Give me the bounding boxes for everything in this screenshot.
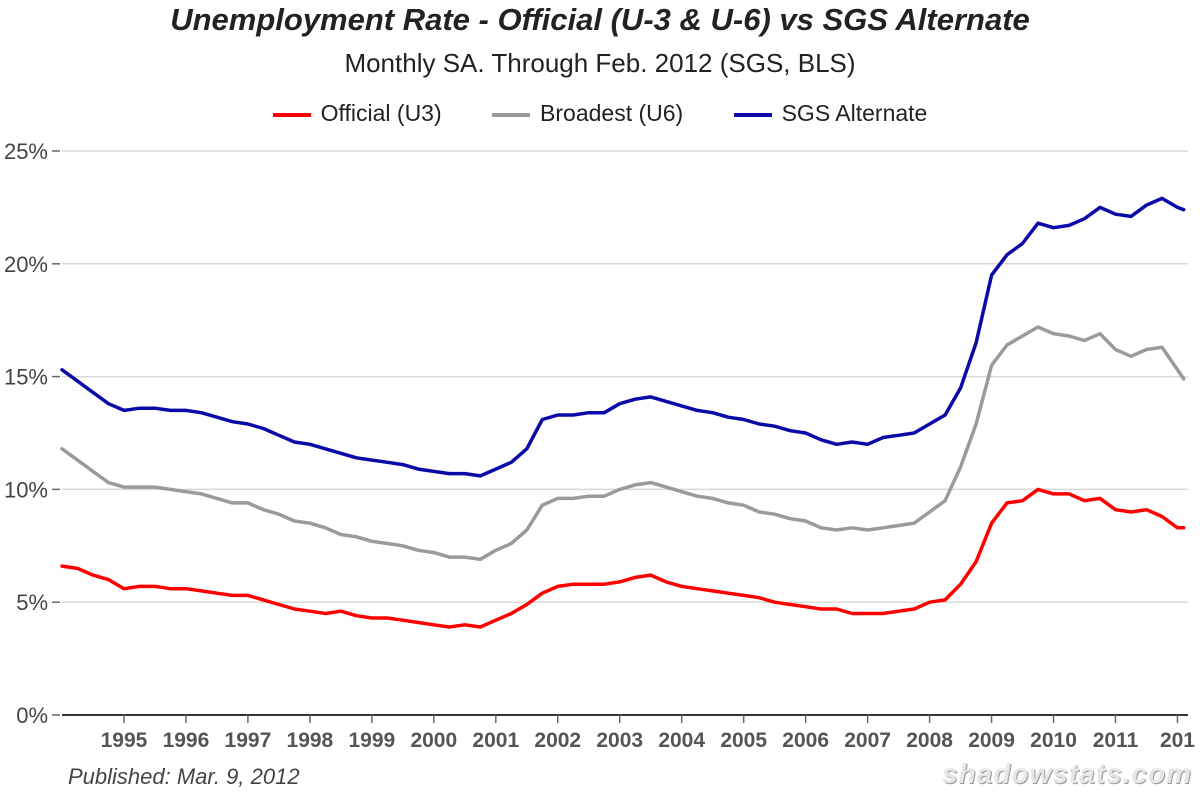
y-tick-label: 10% — [4, 477, 48, 502]
legend-swatch-u6 — [492, 112, 531, 117]
source-credit: shadowstats.com — [942, 758, 1192, 789]
x-tick-label: 201 — [1160, 729, 1195, 752]
series-line-u6 — [60, 325, 1186, 562]
x-tick-label: 2007 — [844, 729, 891, 752]
x-tick-label: 2004 — [658, 729, 705, 752]
x-tick-label: 2002 — [534, 729, 581, 752]
x-tick-label: 1999 — [348, 729, 395, 752]
published-date: Published: Mar. 9, 2012 — [68, 764, 300, 789]
legend-item-u6: Broadest (U6) — [492, 100, 683, 127]
x-tick-label: 1995 — [101, 729, 148, 752]
series-line-u3 — [60, 487, 1186, 629]
legend-swatch-sgs — [733, 112, 772, 117]
x-tick-label: 1998 — [287, 729, 334, 752]
chart-title: Unemployment Rate - Official (U-3 & U-6)… — [170, 2, 1030, 37]
x-tick-label: 2010 — [1030, 729, 1077, 752]
x-tick-label: 2006 — [782, 729, 829, 752]
y-tick-label: 5% — [16, 590, 48, 615]
y-tick-label: 0% — [16, 703, 48, 728]
legend-label-sgs: SGS Alternate — [781, 100, 928, 126]
y-tick-label: 20% — [4, 252, 48, 277]
x-tick-label: 2009 — [968, 729, 1015, 752]
legend: Official (U3) Broadest (U6) SGS Alternat… — [0, 100, 1200, 127]
series-line-sgs — [60, 196, 1186, 478]
x-tick-label: 1997 — [225, 729, 272, 752]
x-tick-label: 2011 — [1093, 729, 1139, 752]
x-tick-label: 1996 — [163, 729, 210, 752]
x-tick-label: 2001 — [472, 729, 519, 752]
x-tick-label: 2008 — [906, 729, 953, 752]
legend-label-u3: Official (U3) — [320, 100, 442, 126]
legend-label-u6: Broadest (U6) — [540, 100, 684, 126]
legend-swatch-u3 — [272, 112, 311, 117]
x-tick-label: 2000 — [410, 729, 457, 752]
chart-subtitle: Monthly SA. Through Feb. 2012 (SGS, BLS) — [344, 48, 856, 78]
y-tick-label: 15% — [4, 365, 48, 390]
x-tick-label: 2005 — [720, 729, 767, 752]
y-tick-label: 25% — [4, 139, 48, 164]
x-tick-label: 2003 — [596, 729, 643, 752]
legend-item-u3: Official (U3) — [272, 100, 442, 127]
legend-item-sgs: SGS Alternate — [733, 100, 928, 127]
